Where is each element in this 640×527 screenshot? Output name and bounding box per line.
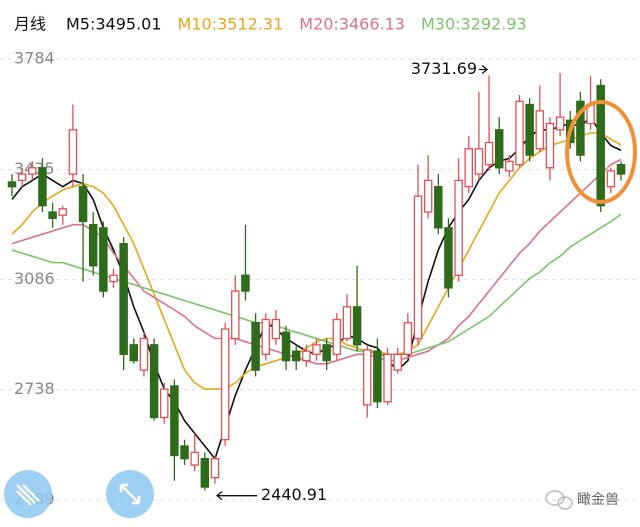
candle-body (596, 84, 605, 207)
candle-body (109, 274, 118, 283)
high-label: 3731.69 (411, 59, 477, 78)
candle-body (231, 290, 240, 340)
candle-body (210, 458, 220, 479)
candle-body (149, 344, 159, 419)
candle-body (474, 148, 484, 175)
legend-entry: M5:3495.01 (66, 15, 162, 34)
y-tick-label: 2738 (14, 379, 55, 398)
y-tick-label: 3784 (14, 48, 55, 67)
legend-entry: M20:3466.13 (299, 15, 405, 34)
candle-body (403, 322, 413, 355)
arrow (215, 491, 257, 501)
candle-body (332, 318, 342, 355)
candle-body (423, 179, 433, 213)
candle-body (200, 458, 210, 488)
candle-body (28, 167, 37, 175)
candle-body (606, 170, 616, 188)
candle-body (454, 179, 463, 276)
candle-body (7, 181, 17, 188)
legend: M5:3495.01 M10:3512.31 M20:3466.13 M30:3292… (66, 15, 527, 34)
candle-body (48, 211, 57, 219)
candle-body (261, 318, 270, 355)
candle-body (99, 227, 108, 292)
candle-body (170, 385, 179, 457)
candle-body (545, 122, 555, 169)
low-label: 2440.91 (261, 485, 327, 504)
candle-body (413, 195, 423, 340)
candle-body (494, 129, 504, 169)
candle-body (373, 350, 382, 403)
arrow (479, 65, 489, 75)
candle-body (291, 350, 301, 362)
candles (7, 72, 626, 491)
candle-body (180, 445, 189, 460)
candle-body (119, 242, 128, 355)
candle-body (616, 163, 626, 175)
candle-body (342, 306, 352, 340)
candle-body (555, 116, 565, 131)
candle-body (58, 208, 68, 216)
candle-body (88, 224, 98, 267)
candle-body (271, 318, 281, 340)
candle-body (525, 103, 534, 156)
candle-body (393, 353, 402, 371)
candle-body (505, 160, 514, 172)
candle-body (362, 349, 372, 406)
candle-body (535, 110, 545, 150)
candle-body (444, 227, 453, 289)
legend-entry: M30:3292.93 (421, 15, 527, 34)
candle-body (159, 388, 169, 419)
candle-body (68, 129, 78, 175)
highlight-ellipse (565, 100, 637, 204)
tool-button[interactable] (4, 470, 52, 518)
candle-body (576, 100, 585, 156)
candle-body (464, 148, 473, 188)
candle-body (484, 141, 494, 166)
candle-body (312, 344, 321, 355)
candle-body (281, 331, 291, 362)
candle-body (352, 306, 362, 346)
candle-body (515, 100, 524, 166)
candle-body (129, 344, 139, 362)
candle-body (220, 328, 230, 441)
ma-line (11, 158, 622, 365)
period-label: 月线 (14, 15, 46, 34)
watermark: 瞰金兽 (577, 492, 619, 508)
candle-body (251, 322, 260, 371)
candle-body (302, 350, 311, 362)
watermark-icon (545, 490, 573, 510)
candle-body (139, 337, 149, 371)
y-tick-label: 3086 (14, 269, 55, 288)
candle-body (383, 353, 392, 403)
expand-button[interactable] (106, 470, 154, 518)
candle-body (17, 173, 27, 182)
candle-body (322, 344, 331, 362)
candle-body (241, 274, 250, 292)
candle-body (78, 186, 88, 223)
candle-body (434, 186, 443, 229)
candle-body (190, 451, 199, 466)
legend-entry: M10:3512.31 (178, 15, 284, 34)
candle-body (38, 167, 47, 207)
